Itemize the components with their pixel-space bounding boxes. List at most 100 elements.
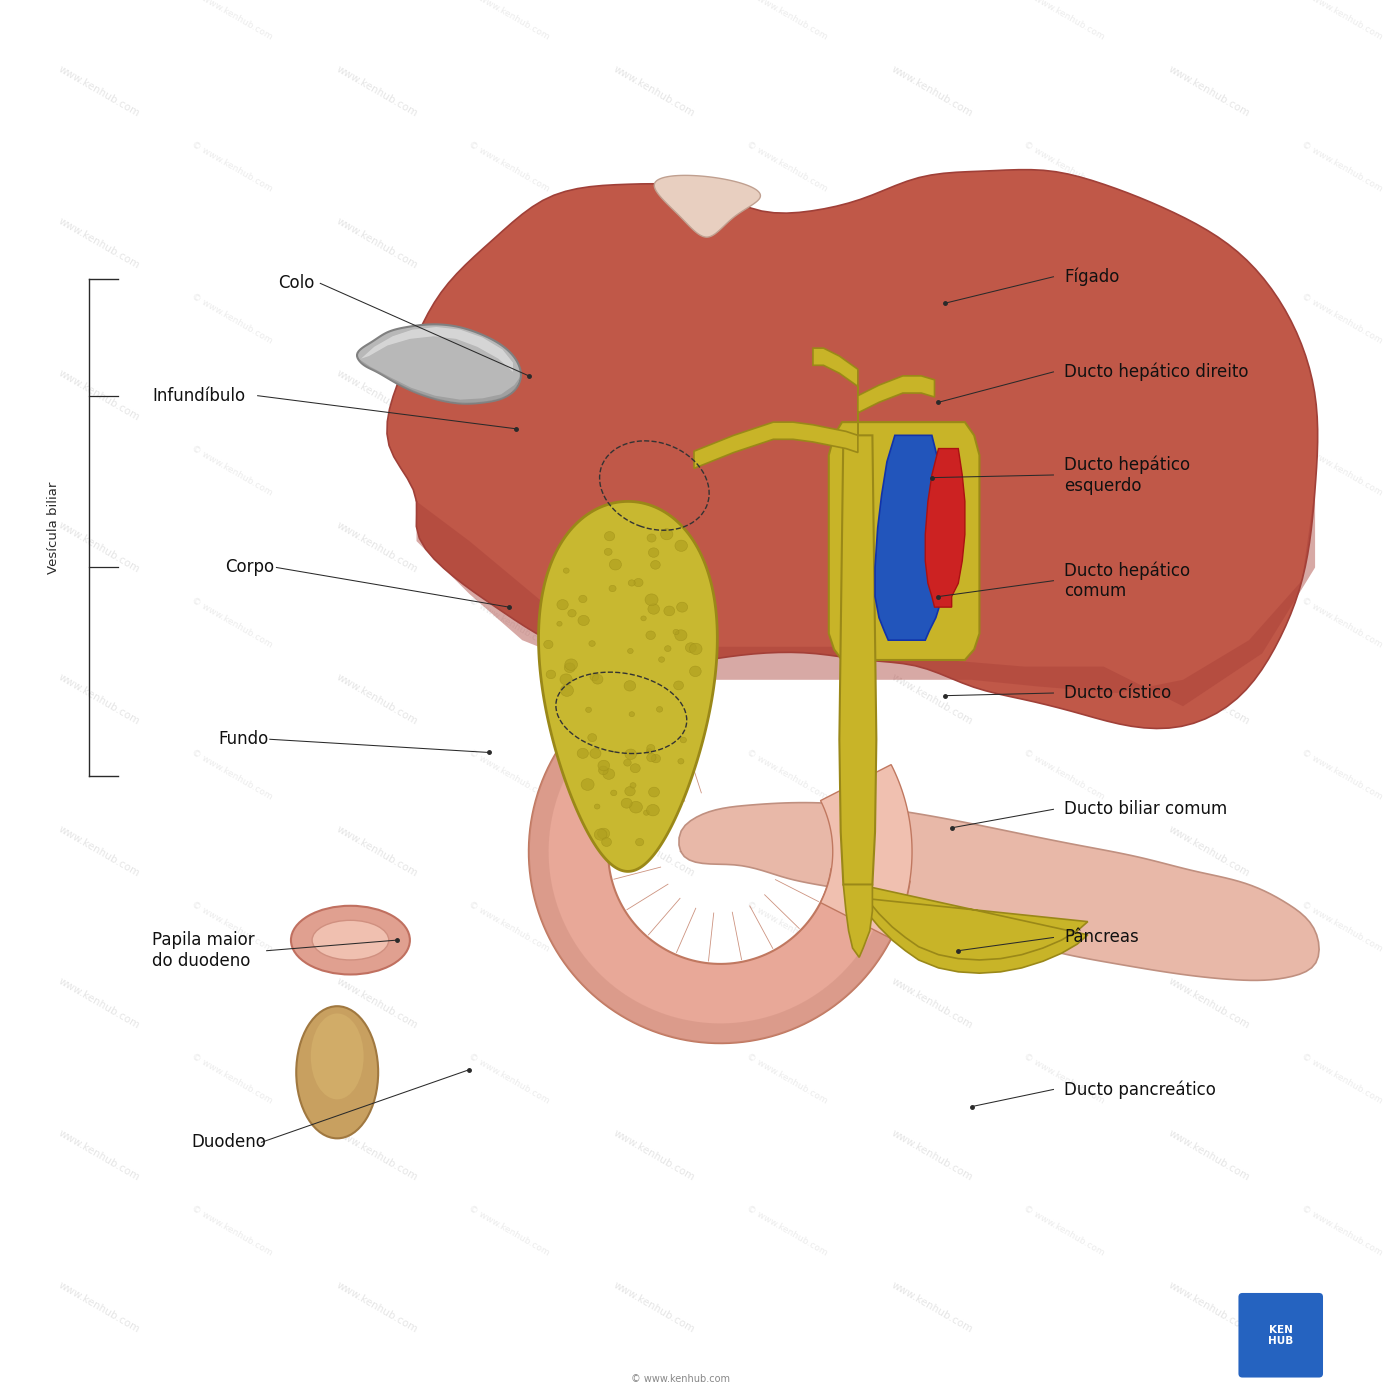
Ellipse shape [557,599,568,610]
Ellipse shape [624,749,637,759]
Polygon shape [357,325,521,403]
Text: Pâncreas: Pâncreas [1064,928,1138,946]
Text: www.kenhub.com: www.kenhub.com [335,217,419,272]
Text: www.kenhub.com: www.kenhub.com [335,368,419,423]
Ellipse shape [589,749,601,759]
Text: www.kenhub.com: www.kenhub.com [335,64,419,119]
Text: © www.kenhub.com: © www.kenhub.com [745,1051,829,1106]
Text: KEN
HUB: KEN HUB [1268,1324,1294,1345]
Ellipse shape [623,759,631,766]
Text: www.kenhub.com: www.kenhub.com [57,217,141,272]
Ellipse shape [589,673,599,680]
Text: www.kenhub.com: www.kenhub.com [1168,64,1252,119]
Ellipse shape [648,547,659,557]
Text: www.kenhub.com: www.kenhub.com [1168,976,1252,1030]
Text: © www.kenhub.com: © www.kenhub.com [745,596,829,650]
Text: www.kenhub.com: www.kenhub.com [612,217,697,272]
Text: © www.kenhub.com: © www.kenhub.com [468,1204,552,1257]
Polygon shape [679,802,1319,980]
Polygon shape [529,662,910,1043]
Ellipse shape [645,594,658,606]
Text: © www.kenhub.com: © www.kenhub.com [1299,1204,1383,1257]
Text: © www.kenhub.com: © www.kenhub.com [189,140,273,193]
Ellipse shape [609,585,616,592]
Text: www.kenhub.com: www.kenhub.com [612,368,697,423]
FancyBboxPatch shape [1239,1294,1323,1378]
Text: © www.kenhub.com: © www.kenhub.com [189,1051,273,1106]
Ellipse shape [680,738,686,743]
Text: © www.kenhub.com: © www.kenhub.com [189,748,273,802]
Ellipse shape [630,783,636,788]
Ellipse shape [686,643,696,652]
Ellipse shape [647,533,657,542]
Ellipse shape [603,769,615,780]
Text: www.kenhub.com: www.kenhub.com [1168,672,1252,727]
Ellipse shape [588,734,596,742]
Text: Ducto hepático direito: Ducto hepático direito [1064,363,1249,381]
Text: © www.kenhub.com: © www.kenhub.com [1022,444,1106,498]
Text: © www.kenhub.com: © www.kenhub.com [1299,748,1383,802]
Text: www.kenhub.com: www.kenhub.com [335,976,419,1030]
Ellipse shape [297,1007,378,1138]
Text: © www.kenhub.com: © www.kenhub.com [1022,140,1106,193]
Text: www.kenhub.com: www.kenhub.com [1168,1280,1252,1334]
Text: www.kenhub.com: www.kenhub.com [335,1280,419,1334]
Ellipse shape [657,707,662,713]
Text: Infundíbulo: Infundíbulo [153,386,245,405]
Polygon shape [840,435,876,885]
Text: Fundo: Fundo [218,731,269,748]
Text: www.kenhub.com: www.kenhub.com [889,1128,974,1183]
Ellipse shape [605,532,615,540]
Text: © www.kenhub.com: © www.kenhub.com [745,140,829,193]
Polygon shape [875,435,945,640]
Ellipse shape [627,648,633,654]
Text: www.kenhub.com: www.kenhub.com [57,368,141,423]
Ellipse shape [564,662,575,672]
Text: © www.kenhub.com: © www.kenhub.com [1022,1051,1106,1106]
Ellipse shape [630,764,640,773]
Text: © www.kenhub.com: © www.kenhub.com [189,293,273,346]
Text: www.kenhub.com: www.kenhub.com [57,976,141,1030]
Text: www.kenhub.com: www.kenhub.com [57,825,141,879]
Ellipse shape [645,631,655,640]
Text: © www.kenhub.com: © www.kenhub.com [189,900,273,953]
Text: © www.kenhub.com: © www.kenhub.com [745,748,829,802]
Text: www.kenhub.com: www.kenhub.com [57,1280,141,1334]
Text: © www.kenhub.com: © www.kenhub.com [1022,596,1106,650]
Text: www.kenhub.com: www.kenhub.com [889,521,974,575]
Text: © www.kenhub.com: © www.kenhub.com [468,900,552,953]
Text: Vesícula biliar: Vesícula biliar [46,482,60,574]
Ellipse shape [624,680,636,692]
Text: Ducto cístico: Ducto cístico [1064,685,1172,701]
Text: www.kenhub.com: www.kenhub.com [612,976,697,1030]
Polygon shape [858,375,935,435]
Text: © www.kenhub.com: © www.kenhub.com [468,140,552,193]
Text: © www.kenhub.com: © www.kenhub.com [468,444,552,498]
Ellipse shape [598,829,609,839]
Ellipse shape [592,675,603,685]
Polygon shape [829,423,980,659]
Text: www.kenhub.com: www.kenhub.com [889,825,974,879]
Ellipse shape [602,837,612,847]
Ellipse shape [675,540,687,552]
Ellipse shape [673,630,679,634]
Ellipse shape [595,804,601,809]
Ellipse shape [585,707,592,713]
Text: © www.kenhub.com: © www.kenhub.com [468,1051,552,1106]
Text: www.kenhub.com: www.kenhub.com [612,1280,697,1334]
Text: www.kenhub.com: www.kenhub.com [889,976,974,1030]
Text: www.kenhub.com: www.kenhub.com [889,368,974,423]
Ellipse shape [676,602,687,612]
Ellipse shape [664,606,675,616]
Polygon shape [529,662,910,1043]
Ellipse shape [647,805,659,816]
Ellipse shape [629,711,634,717]
Ellipse shape [595,829,608,840]
Ellipse shape [312,920,389,960]
Text: © www.kenhub.com: © www.kenhub.com [745,0,829,42]
Text: www.kenhub.com: www.kenhub.com [889,672,974,727]
Ellipse shape [564,659,578,671]
Polygon shape [416,489,1315,706]
Text: © www.kenhub.com: © www.kenhub.com [468,748,552,802]
Text: © www.kenhub.com: © www.kenhub.com [1299,444,1383,498]
